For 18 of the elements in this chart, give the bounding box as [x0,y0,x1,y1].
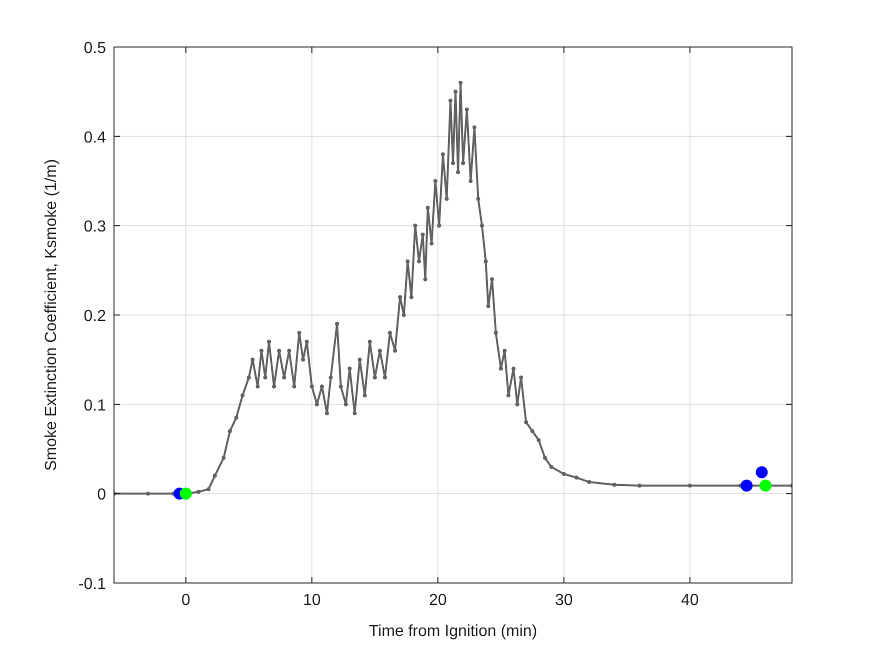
point [740,480,753,492]
y-tick-label: 0.1 [84,397,106,414]
y-tick-label: 0.3 [84,218,106,236]
x-tick-label: 10 [302,592,321,609]
y-tick-label: 0 [97,486,106,504]
y-tick-label: -0.1 [78,576,106,593]
x-tick-label: 0 [181,592,190,609]
point [756,466,768,478]
x-tick-label: 40 [681,592,699,609]
x-tick-label: 20 [428,592,447,609]
y-tick-label: 0.4 [84,129,106,146]
y-tick-label: 0.2 [84,308,106,325]
point [760,480,772,492]
y-axis-title: Smoke Extinction Coefficient, Ksmoke (1/m) [43,159,60,471]
x-axis-title: Time from Ignition (min) [368,623,538,640]
point [180,488,192,500]
x-tick-label: 30 [555,592,573,609]
y-tick-label: 0.5 [84,40,106,57]
